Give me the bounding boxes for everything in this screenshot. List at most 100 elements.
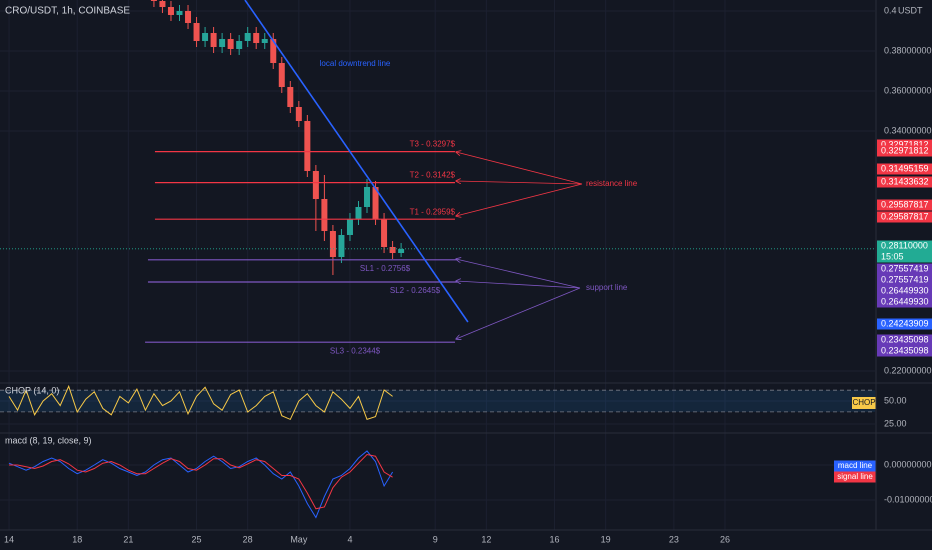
price-label: 0.27557419: [881, 274, 929, 284]
x-tick-label: 19: [601, 534, 611, 544]
price-label: 0.31495159: [881, 163, 929, 173]
x-tick-label: 9: [433, 534, 438, 544]
level-label: SL1 - 0.2756$: [360, 264, 411, 273]
indicator-line: [8, 384, 393, 421]
candle-body: [398, 249, 405, 253]
pane-title: macd (8, 19, close, 9): [5, 435, 92, 445]
price-label-bg: [877, 345, 932, 357]
candle-body: [202, 33, 209, 41]
indicator-line: [9, 453, 393, 510]
price-label: 0.27557419: [881, 263, 929, 273]
legend-label: signal line: [837, 472, 873, 481]
candle-body: [219, 39, 226, 47]
level-label: T3 - 0.3297$: [410, 140, 456, 149]
y-tick-label: 0.22000000: [884, 365, 932, 375]
candle-body: [389, 247, 396, 253]
candle-body: [244, 33, 251, 41]
badge-bg: [852, 397, 876, 409]
level-label: T1 - 0.2959$: [410, 207, 456, 216]
x-tick-label: 21: [123, 534, 133, 544]
candle-body: [270, 39, 277, 63]
x-tick-label: 14: [4, 534, 14, 544]
x-tick-label: 16: [550, 534, 560, 544]
candle-body: [278, 63, 285, 87]
x-tick-label: 4: [347, 534, 352, 544]
price-label-bg: [877, 145, 932, 157]
y-tick-label: 0.38000000: [884, 45, 932, 55]
price-label-bg: [877, 318, 932, 330]
candle-body: [150, 0, 157, 1]
candle-body: [304, 121, 311, 171]
price-label-bg: [877, 334, 932, 346]
price-label-bg: [877, 240, 932, 252]
price-label: 0.23435098: [881, 345, 929, 355]
price-label-bg: [877, 263, 932, 275]
candle-body: [261, 39, 268, 43]
candle-body: [355, 207, 362, 219]
price-label-bg: [877, 285, 932, 297]
candle-body: [338, 235, 345, 257]
symbol-header: CRO/USDT, 1h, COINBASE: [5, 6, 130, 17]
arrow: [456, 259, 581, 289]
candle-body: [372, 187, 379, 219]
y-tick-label: 50.00: [884, 395, 907, 405]
price-label: 0.29587817: [881, 199, 929, 209]
y-unit: USDT: [898, 5, 923, 15]
price-label: 0.32971812: [881, 139, 929, 149]
candle-body: [159, 1, 166, 7]
price-label: 0.32971812: [881, 145, 929, 155]
x-tick-label: 12: [481, 534, 491, 544]
candle-body: [253, 33, 260, 43]
price-label-bg: [877, 163, 932, 175]
candle-body: [329, 231, 336, 257]
price-label: 15:05: [881, 251, 904, 261]
price-label: 0.28110000: [881, 240, 928, 250]
y-tick-label: 25.00: [884, 418, 907, 428]
candle-body: [381, 219, 388, 247]
y-tick-label: 0.4: [884, 5, 897, 15]
x-tick-label: 18: [72, 534, 82, 544]
arrow: [456, 181, 583, 185]
price-label: 0.26449930: [881, 296, 929, 306]
price-label: 0.24243909: [881, 318, 929, 328]
x-tick-label: 28: [243, 534, 253, 544]
candle-body: [176, 11, 183, 15]
legend-label: macd line: [838, 461, 873, 470]
arrow: [456, 183, 583, 216]
legend-bg: [834, 471, 876, 483]
candle-body: [295, 107, 302, 121]
candle-body: [364, 187, 371, 207]
annotation: support line: [586, 283, 628, 292]
candle-body: [193, 23, 200, 41]
price-label: 0.26449930: [881, 285, 929, 295]
price-label-bg: [877, 211, 932, 223]
price-label-bg: [877, 274, 932, 286]
price-label: 0.31433632: [881, 176, 929, 186]
price-label: 0.23435098: [881, 334, 929, 344]
annotation-arrows: [456, 152, 583, 339]
price-label-bg: [877, 251, 932, 263]
level-label: SL3 - 0.2344$: [330, 346, 381, 355]
indicator-line: [8, 450, 394, 519]
level-label: T2 - 0.3142$: [410, 171, 456, 180]
price-label: 0.29587817: [881, 211, 929, 221]
annotation: resistance line: [586, 179, 638, 188]
x-tick-label: 25: [192, 534, 202, 544]
level-label: SL2 - 0.2645$: [390, 286, 441, 295]
x-tick-label: 26: [720, 534, 730, 544]
arrow: [456, 152, 583, 185]
y-tick-label: 0.34000000: [884, 125, 932, 135]
trend-label: local downtrend line: [320, 59, 391, 68]
candle-body: [185, 11, 192, 23]
arrow: [456, 281, 581, 289]
candle-body: [227, 39, 234, 49]
y-tick-label: 0.00000000: [884, 459, 932, 469]
chop-band: [0, 390, 875, 412]
candle-body: [287, 87, 294, 107]
arrow: [456, 287, 581, 339]
trend-line: [244, 0, 469, 323]
